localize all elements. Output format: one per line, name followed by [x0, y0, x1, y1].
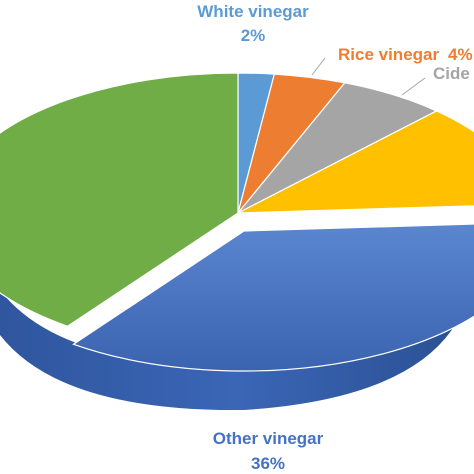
data-label-rice-vinegar-name: Rice vinegar: [338, 45, 439, 64]
data-label-white-vinegar-value: 2%: [241, 26, 266, 45]
data-label-other-vinegar-value: 36%: [251, 454, 285, 473]
data-label-cider-vinegar-name: Cide: [433, 64, 470, 83]
slice-balsamic-vinegar: [237, 110, 474, 214]
slices: [0, 72, 474, 372]
slice-other-vinegar: [72, 223, 474, 372]
leader-line-cider-vinegar: [401, 77, 426, 96]
data-label-rice-vinegar-value: 4%: [448, 45, 473, 64]
leader-line-rice-vinegar: [311, 57, 326, 76]
slice-side-other-vinegar: [0, 255, 474, 411]
data-label-other-vinegar-name: Other vinegar: [213, 429, 324, 448]
data-label-white-vinegar-name: White vinegar: [197, 2, 309, 21]
slice-wine-vinegar: [0, 72, 239, 327]
